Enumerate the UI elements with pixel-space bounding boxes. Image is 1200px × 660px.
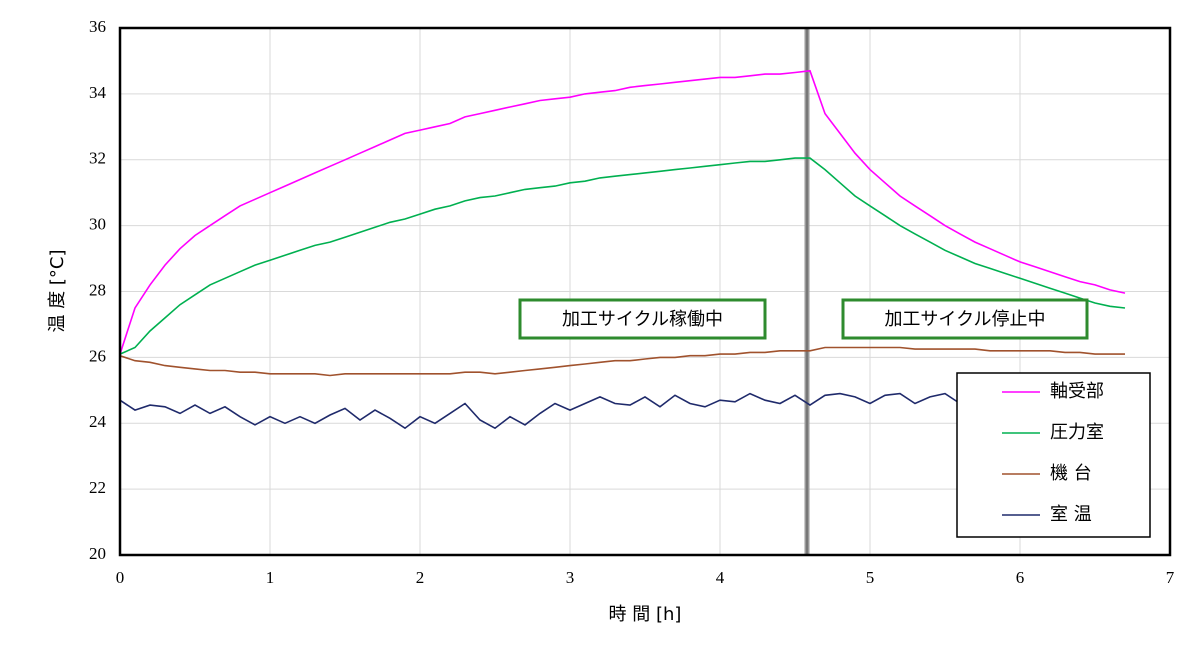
series-line: [119, 69, 1126, 355]
x-tick-label: 1: [266, 568, 275, 587]
y-tick-label: 34: [89, 83, 107, 102]
legend-label: 圧力室: [1050, 422, 1104, 443]
legend-label: 室 温: [1050, 504, 1092, 525]
y-tick-label: 32: [89, 149, 106, 168]
x-tick-label: 4: [716, 568, 725, 587]
x-tick-label: 6: [1016, 568, 1025, 587]
annotation-box: [518, 298, 767, 340]
x-tick-label: 3: [566, 568, 575, 587]
series-line: [119, 157, 1126, 355]
annotation-text: 加工サイクル停止中: [884, 309, 1045, 330]
legend-label: 軸受部: [1050, 381, 1104, 402]
y-tick-label: 20: [89, 544, 106, 563]
legend-label: 機 台: [1050, 463, 1092, 484]
y-tick-label: 28: [89, 280, 106, 299]
x-tick-label: 2: [416, 568, 425, 587]
lines: [119, 28, 1126, 555]
series-line: [119, 346, 1125, 377]
y-tick-label: 24: [89, 412, 107, 431]
annotation-text: 加工サイクル稼働中: [562, 309, 723, 330]
y-tick-label: 22: [89, 478, 106, 497]
x-tick-label: 5: [866, 568, 875, 587]
legend-box: [956, 372, 1151, 538]
y-tick-label: 36: [89, 17, 106, 36]
y-tick-label: 30: [89, 215, 106, 234]
x-axis-label: 時 間 [h]: [609, 604, 682, 625]
x-tick-label: 7: [1166, 568, 1175, 587]
y-tick-label: 26: [89, 346, 106, 365]
y-axis-label: 温 度 [°C]: [47, 249, 68, 332]
annotations: 加工サイクル稼働中 加工サイクル停止中: [518, 298, 1089, 340]
plot-frame: [118, 26, 1172, 557]
x-tick-label: 0: [116, 568, 125, 587]
annotation-box: [841, 298, 1089, 340]
